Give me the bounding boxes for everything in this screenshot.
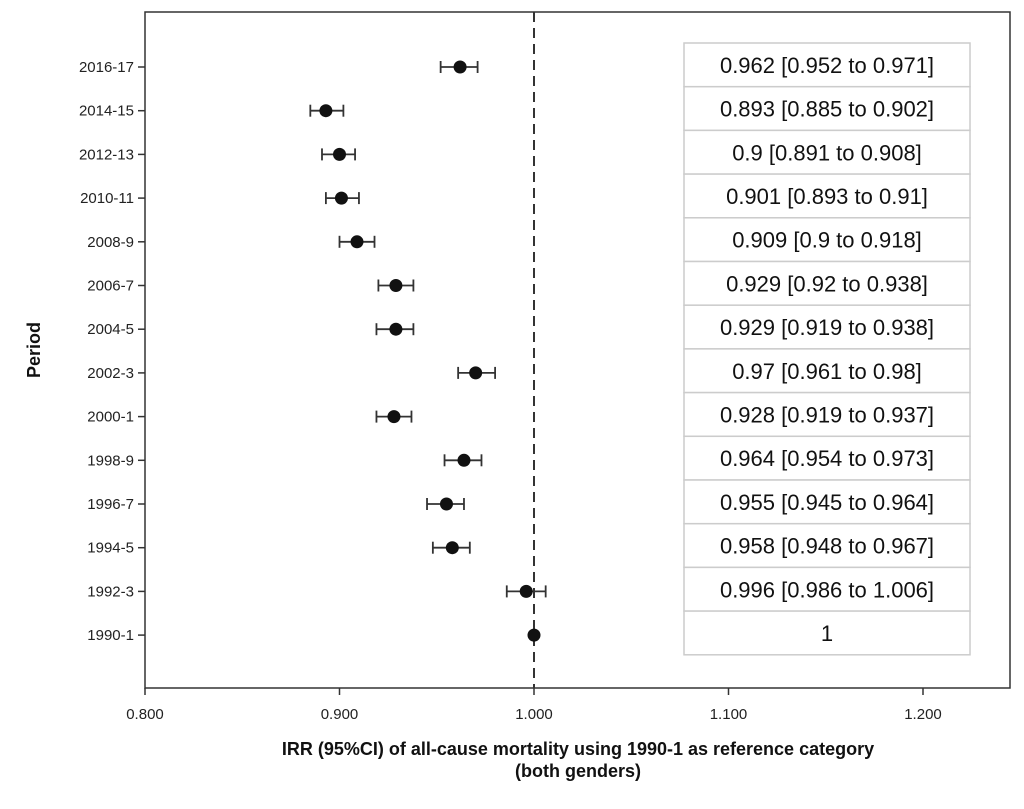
ci-table-cell	[683, 260, 971, 306]
estimate-point	[445, 541, 459, 555]
ci-table-cell	[683, 391, 971, 438]
ci-table-label: 0.955 [0.945 to 0.964]	[720, 490, 934, 515]
ci-table-cell	[683, 522, 971, 569]
y-tick-label: 2008-9	[87, 234, 134, 251]
y-tick-label: 2012-13	[79, 146, 134, 163]
x-tick-label: 0.900	[321, 706, 359, 723]
estimate-point	[389, 279, 403, 292]
x-tick-label: 1.000	[515, 706, 553, 723]
ci-table-label: 0.97 [0.961 to 0.98]	[732, 359, 922, 384]
ci-table-label: 0.893 [0.885 to 0.902]	[720, 97, 934, 122]
estimate-point	[387, 410, 401, 424]
ci-table-label: 0.964 [0.954 to 0.973]	[720, 446, 934, 471]
ci-table-cell	[683, 173, 971, 219]
y-tick-label: 1996-7	[87, 496, 134, 513]
ci-table-label: 0.962 [0.952 to 0.971]	[720, 53, 934, 78]
y-tick-label: 1990-1	[87, 627, 134, 644]
estimate-point	[439, 497, 453, 511]
y-tick-label: 1998-9	[87, 452, 134, 469]
y-tick-label: 2002-3	[87, 365, 134, 382]
estimate-point	[334, 191, 348, 205]
ci-table-label: 0.929 [0.919 to 0.938]	[720, 315, 934, 340]
ci-table-cell	[683, 217, 971, 263]
y-tick-label: 1994-5	[87, 540, 134, 557]
x-tick-label: 0.800	[126, 706, 164, 723]
y-tick-label: 2016-17	[79, 59, 134, 76]
y-axis-title: Period	[24, 322, 44, 378]
y-tick-label: 2014-15	[79, 103, 134, 120]
ci-table-cell	[683, 304, 971, 350]
ci-table-label: 0.996 [0.986 to 1.006]	[720, 577, 934, 602]
estimate-point	[453, 60, 467, 74]
estimate-point	[457, 453, 471, 467]
ci-table-label: 0.958 [0.948 to 0.967]	[720, 534, 934, 559]
estimate-point	[519, 584, 533, 598]
ci-table-label: 1	[821, 621, 833, 646]
ci-table-label: 0.9 [0.891 to 0.908]	[732, 140, 922, 165]
ci-table-label: 0.901 [0.893 to 0.91]	[726, 184, 928, 209]
y-tick-label: 2010-11	[80, 190, 134, 207]
estimate-point	[389, 322, 403, 336]
estimate-point	[333, 147, 346, 161]
ci-table-label: 0.909 [0.9 to 0.918]	[732, 228, 922, 253]
x-tick-label: 1.200	[904, 706, 942, 723]
y-tick-label: 2000-1	[87, 409, 134, 426]
x-axis-title: IRR (95%CI) of all-cause mortality using…	[282, 739, 874, 759]
ci-table-label: 0.929 [0.92 to 0.938]	[726, 271, 928, 296]
ci-table-cell	[683, 479, 971, 525]
ci-table-cell	[683, 348, 971, 394]
estimate-point	[319, 104, 333, 118]
estimate-point	[469, 366, 483, 380]
ci-table-label: 0.928 [0.919 to 0.937]	[720, 402, 934, 427]
x-tick-label: 1.100	[710, 706, 748, 723]
y-tick-label: 2006-7	[87, 278, 134, 295]
ci-table-cell	[683, 566, 971, 612]
ci-table-cell	[683, 435, 971, 481]
y-tick-label: 1992-3	[87, 583, 134, 600]
estimate-point	[527, 628, 541, 642]
ci-table-cell	[683, 129, 971, 175]
y-tick-label: 2004-5	[87, 321, 134, 338]
estimate-point	[350, 235, 364, 249]
x-axis-title-line2: (both genders)	[515, 761, 641, 781]
ci-table-cell	[683, 610, 971, 656]
ci-table-cell	[683, 42, 971, 88]
